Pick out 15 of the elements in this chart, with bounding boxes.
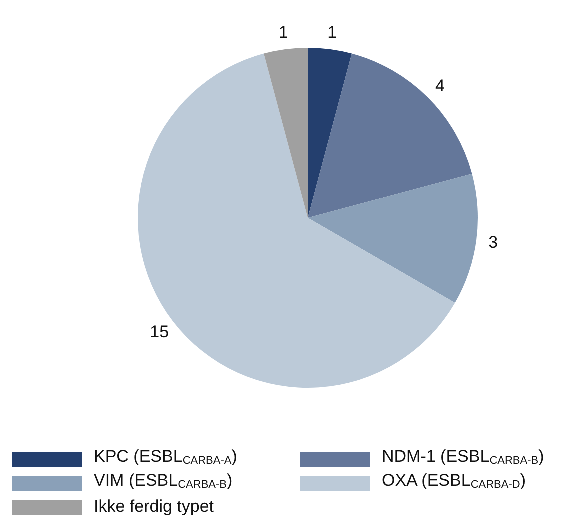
pie-slice [308,48,352,218]
pie-slice [264,48,308,218]
legend-label: VIM (ESBL$_{CARBA-B}$) [94,470,233,493]
legend-label: KPC (ESBL$_{CARBA-A}$) [94,446,238,469]
pie-slice [308,54,472,218]
data-label: 1 [328,23,338,42]
legend-label: Ikke ferdig typet [94,496,214,518]
pie-slice [308,174,478,303]
data-label: 4 [435,76,445,96]
legend-label: NDM-1 (ESBL$_{CARBA-B}$) [382,446,544,469]
pie-slice [138,54,456,388]
data-label: 1 [278,23,288,42]
data-label: 3 [488,232,498,252]
legend-label: OXA (ESBL$_{CARBA-D}$) [382,470,526,493]
data-label: 15 [150,322,170,342]
